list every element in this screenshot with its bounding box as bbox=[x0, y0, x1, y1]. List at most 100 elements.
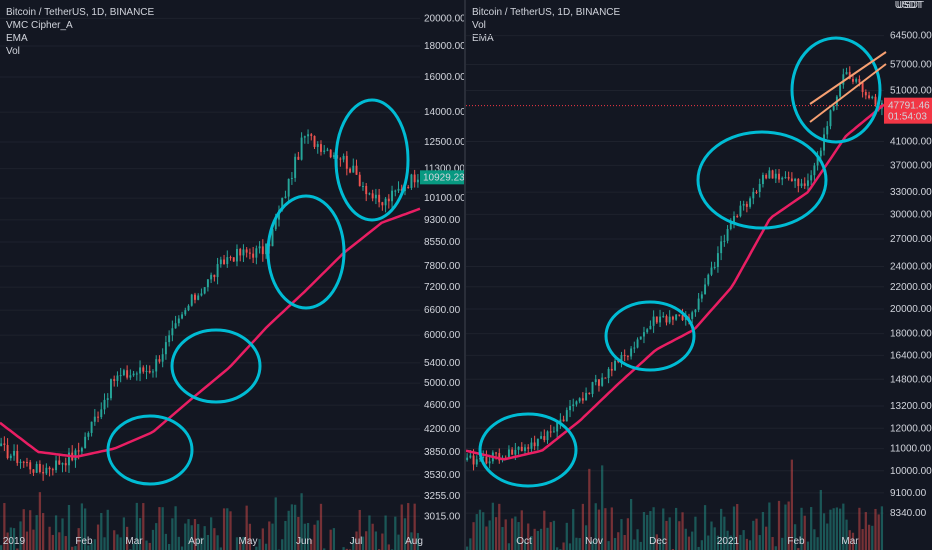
candle-body bbox=[543, 436, 546, 441]
volume-bar bbox=[116, 534, 119, 550]
candle-body bbox=[203, 287, 206, 294]
volume-bar bbox=[472, 522, 475, 550]
grid bbox=[0, 17, 420, 517]
volume-bar bbox=[387, 544, 390, 550]
volume-bar bbox=[594, 503, 597, 550]
volume-bar bbox=[597, 509, 601, 550]
right-chart-legend: Bitcoin / TetherUS, 1D, BINANCE Vol EMA bbox=[472, 6, 620, 45]
volume-bar bbox=[187, 519, 190, 550]
candle-body bbox=[100, 409, 103, 418]
volume-bar bbox=[261, 528, 264, 550]
volume-bar bbox=[552, 520, 556, 550]
volume-bar bbox=[239, 542, 242, 550]
candle-body bbox=[774, 173, 777, 179]
volume-bar bbox=[371, 523, 374, 550]
candle-body bbox=[132, 373, 135, 376]
y-axis: 8340.00 9100.00 10000.00 11000.00 12000.00 13… bbox=[890, 31, 932, 520]
candle-body bbox=[161, 354, 164, 362]
candle-body bbox=[691, 312, 694, 319]
volume-bar bbox=[684, 528, 687, 550]
candle-body bbox=[472, 455, 475, 465]
volume-bar bbox=[527, 523, 530, 550]
candle-body bbox=[19, 461, 22, 463]
y-tick-label: 37000.00 bbox=[890, 160, 932, 171]
candle-body bbox=[58, 460, 61, 465]
volume-bar bbox=[613, 538, 617, 550]
pane-divider[interactable] bbox=[464, 0, 466, 550]
volume-bar bbox=[588, 468, 591, 550]
volume-bar bbox=[790, 459, 794, 550]
volume-bar bbox=[132, 543, 135, 550]
candle-body bbox=[485, 456, 488, 464]
volume-bar bbox=[877, 514, 880, 550]
right-chart-svg[interactable]: 8340.00 9100.00 10000.00 11000.00 12000.00 13… bbox=[466, 0, 932, 550]
candle-body bbox=[604, 377, 607, 379]
y-tick-label: 14000.00 bbox=[424, 107, 464, 118]
x-tick-label: Jun bbox=[296, 536, 312, 547]
left-chart-svg[interactable]: 3015.00 3255.00 3530.00 3850.00 4200.00 4600.… bbox=[0, 0, 464, 550]
volume-bar bbox=[19, 521, 22, 550]
volume-bar bbox=[803, 515, 806, 550]
candle-body bbox=[826, 126, 829, 135]
y-tick-label: 7800.00 bbox=[424, 261, 461, 272]
right-indicator-ema: EMA bbox=[472, 33, 494, 44]
candle-body bbox=[803, 183, 806, 186]
candle-body bbox=[294, 156, 297, 178]
volume-bar bbox=[546, 527, 549, 550]
volume-bar bbox=[164, 533, 168, 550]
candle-body bbox=[119, 375, 122, 377]
volume-bar bbox=[681, 512, 684, 550]
volume-bar bbox=[397, 534, 400, 550]
volume-bar bbox=[855, 543, 858, 550]
volume-bar bbox=[601, 465, 604, 550]
left-chart-legend: Bitcoin / TetherUS, 1D, BINANCE VMC Ciph… bbox=[6, 6, 154, 58]
volume-bar bbox=[361, 536, 365, 550]
candle-body bbox=[139, 367, 142, 374]
candle-body bbox=[813, 165, 816, 176]
volume-bar bbox=[520, 510, 523, 550]
volume-bar bbox=[142, 503, 145, 550]
grid bbox=[466, 35, 884, 514]
volume-bar bbox=[264, 543, 268, 550]
volume-bar bbox=[822, 513, 826, 550]
candle-body bbox=[581, 398, 584, 401]
candle-body bbox=[681, 315, 684, 321]
right-chart-pane[interactable]: Bitcoin / TetherUS, 1D, BINANCE Vol EMA … bbox=[466, 0, 932, 550]
candle-body bbox=[323, 150, 326, 152]
candle-body bbox=[498, 453, 501, 461]
y-tick-label: 12500.00 bbox=[424, 137, 464, 148]
volume-bar bbox=[652, 507, 655, 550]
left-chart-pane[interactable]: Bitcoin / TetherUS, 1D, BINANCE VMC Ciph… bbox=[0, 0, 464, 550]
volume-bar bbox=[768, 502, 771, 550]
candle-body bbox=[694, 309, 697, 313]
volume-bar bbox=[861, 529, 864, 550]
volume-bar bbox=[787, 501, 790, 550]
y-axis: 3015.00 3255.00 3530.00 3850.00 4200.00 4600.… bbox=[424, 13, 464, 522]
y-tick-label: 16000.00 bbox=[424, 72, 464, 83]
y-tick-label: 4600.00 bbox=[424, 400, 461, 411]
candle-body bbox=[168, 335, 171, 343]
volume-bar bbox=[287, 510, 290, 550]
candle-body bbox=[394, 190, 397, 192]
candle-body bbox=[181, 314, 184, 319]
volume-bar bbox=[488, 520, 491, 550]
candle-body bbox=[384, 198, 387, 206]
candle-body bbox=[61, 463, 64, 465]
candle-body bbox=[569, 406, 571, 411]
volume-bar bbox=[517, 522, 520, 550]
y-tick-label: 18000.00 bbox=[424, 41, 464, 52]
y-tick-label: 6000.00 bbox=[424, 330, 461, 341]
candle-body bbox=[530, 442, 533, 449]
candle-body bbox=[614, 360, 616, 371]
x-tick-label: Aug bbox=[405, 536, 423, 547]
candle-series bbox=[466, 66, 883, 471]
volume-bar bbox=[197, 524, 200, 550]
candle-body bbox=[778, 173, 780, 180]
volume-bar bbox=[871, 525, 874, 550]
volume-bar bbox=[400, 504, 403, 550]
candle-body bbox=[469, 455, 472, 458]
candle-body bbox=[355, 165, 358, 175]
candle-body bbox=[255, 248, 258, 258]
volume-bar bbox=[22, 509, 25, 550]
candle-body bbox=[87, 432, 90, 437]
